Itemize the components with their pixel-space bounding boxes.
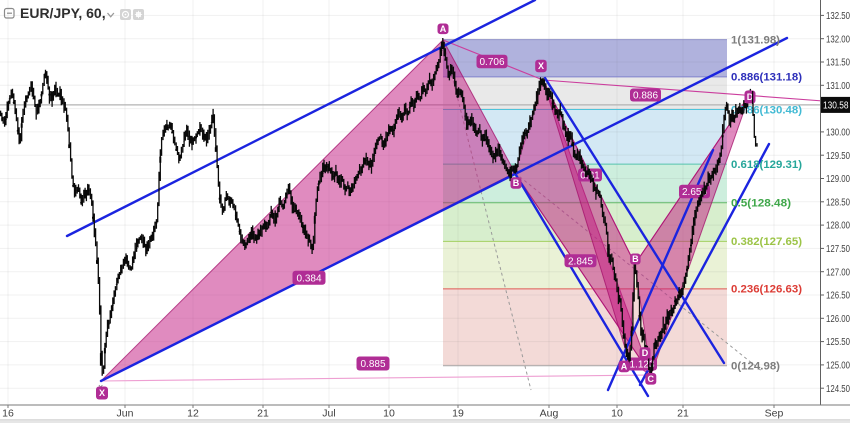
svg-text:2.655: 2.655 [682, 187, 707, 198]
svg-text:0.886: 0.886 [633, 91, 658, 102]
svg-text:X: X [538, 61, 544, 71]
svg-text:A: A [621, 362, 628, 372]
svg-text:0.618(129.31): 0.618(129.31) [731, 159, 802, 171]
svg-text:125.50: 125.50 [826, 337, 850, 348]
svg-text:B: B [632, 254, 639, 264]
svg-text:A: A [440, 24, 447, 34]
svg-text:D: D [642, 348, 649, 358]
svg-text:126.00: 126.00 [826, 314, 850, 325]
svg-text:0.706: 0.706 [479, 57, 504, 68]
svg-text:0(124.98): 0(124.98) [731, 361, 780, 373]
svg-text:0.5(128.48): 0.5(128.48) [731, 198, 791, 210]
svg-text:0.885: 0.885 [360, 359, 385, 370]
svg-text:126.50: 126.50 [826, 291, 850, 302]
svg-text:131.00: 131.00 [826, 81, 850, 92]
svg-text:19: 19 [452, 408, 464, 420]
svg-text:128.50: 128.50 [826, 197, 850, 208]
svg-text:127.00: 127.00 [826, 267, 850, 278]
svg-text:C: C [648, 374, 655, 384]
svg-text:130.00: 130.00 [826, 128, 850, 139]
svg-text:10: 10 [383, 408, 395, 420]
svg-text:1.123: 1.123 [629, 360, 654, 371]
svg-text:10: 10 [611, 408, 623, 420]
svg-text:16: 16 [2, 408, 14, 420]
svg-text:Jul: Jul [322, 408, 335, 420]
svg-text:Aug: Aug [540, 408, 559, 420]
svg-text:B: B [513, 178, 520, 188]
svg-text:X: X [99, 388, 105, 398]
svg-text:130.58: 130.58 [823, 101, 849, 112]
svg-text:D: D [747, 92, 754, 102]
svg-text:131.50: 131.50 [826, 58, 850, 69]
svg-text:1(131.98): 1(131.98) [731, 34, 780, 46]
svg-text:Sep: Sep [765, 408, 784, 420]
svg-text:124.50: 124.50 [826, 384, 850, 395]
svg-text:0.384: 0.384 [296, 273, 321, 284]
svg-text:128.00: 128.00 [826, 221, 850, 232]
svg-text:129.50: 129.50 [826, 151, 850, 162]
svg-text:2.845: 2.845 [568, 256, 593, 267]
svg-text:EUR/JPY, 60,: EUR/JPY, 60, [20, 5, 106, 21]
svg-text:132.00: 132.00 [826, 34, 850, 45]
svg-text:12: 12 [187, 408, 199, 420]
svg-text:125.00: 125.00 [826, 361, 850, 372]
svg-text:132.50: 132.50 [826, 11, 850, 22]
svg-text:0.382(127.65): 0.382(127.65) [731, 236, 802, 248]
svg-text:21: 21 [257, 408, 269, 420]
svg-text:0.886(131.18): 0.886(131.18) [731, 72, 802, 84]
svg-text:0.236(126.63): 0.236(126.63) [731, 284, 802, 296]
svg-text:129.00: 129.00 [826, 174, 850, 185]
svg-text:21: 21 [677, 408, 689, 420]
svg-text:127.50: 127.50 [826, 244, 850, 255]
svg-text:0.786(130.48): 0.786(130.48) [731, 104, 802, 116]
svg-text:Jun: Jun [117, 408, 134, 420]
